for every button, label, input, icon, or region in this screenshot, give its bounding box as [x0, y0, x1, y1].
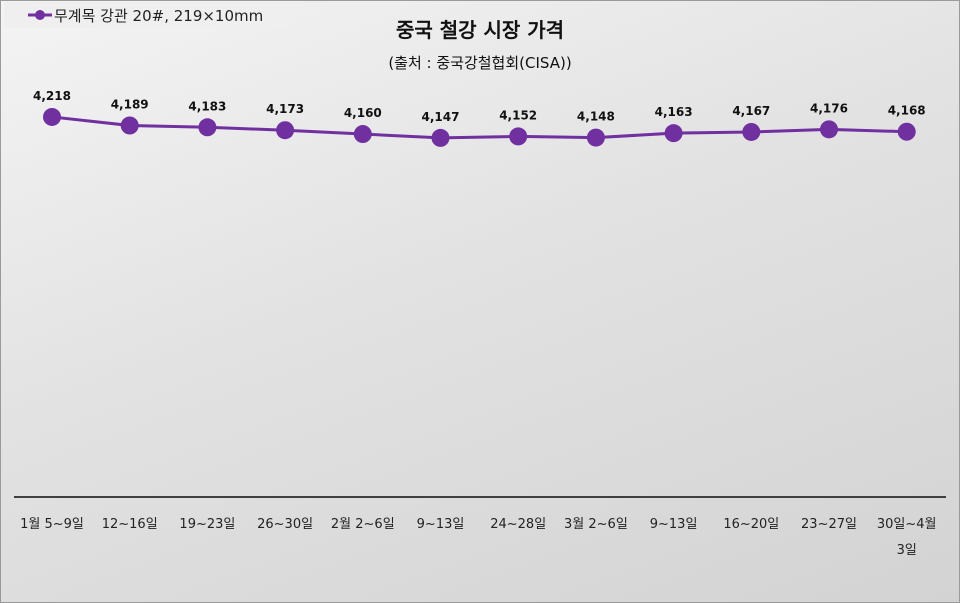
x-tick-label: 9~13일 — [417, 517, 465, 532]
x-tick-label: 16~20일 — [723, 517, 779, 532]
x-tick-label: 30일~4월 3일 — [877, 517, 937, 558]
data-label: 4,176 — [810, 101, 848, 115]
data-point — [509, 127, 528, 146]
x-tick-label: 24~28일 — [490, 517, 546, 532]
legend: 무계목 강관 20#, 219×10mm — [4, 2, 292, 28]
data-label: 4,160 — [344, 106, 382, 120]
data-point — [820, 120, 838, 139]
series-line — [51, 115, 907, 140]
data-point — [664, 124, 683, 143]
data-label: 4,148 — [577, 110, 615, 124]
legend-label: 무계목 강관 20#, 219×10mm — [54, 6, 264, 25]
x-tick-label: 3월 2~6일 — [564, 517, 628, 532]
data-label: 4,218 — [33, 89, 71, 103]
data-label: 4,168 — [888, 104, 926, 118]
data-label: 4,183 — [188, 99, 226, 113]
x-tick-label: 26~30일 — [257, 517, 313, 532]
data-point — [742, 122, 761, 141]
data-point — [43, 107, 61, 126]
x-tick-label: 23~27일 — [801, 517, 857, 532]
data-label: 4,147 — [422, 110, 460, 124]
data-point — [276, 121, 295, 140]
x-tick-label: 1월 5~9일 — [20, 517, 84, 532]
data-point — [431, 128, 450, 147]
data-label: 4,189 — [111, 97, 149, 111]
data-label: 4,152 — [499, 108, 537, 122]
x-tick-label: 9~13일 — [650, 517, 698, 532]
data-point — [198, 118, 217, 137]
data-point — [586, 128, 605, 147]
data-point — [897, 122, 916, 141]
data-label: 4,167 — [732, 104, 770, 118]
x-tick-label: 2월 2~6일 — [331, 517, 395, 532]
data-point — [120, 116, 139, 135]
x-tick-label: 19~23일 — [179, 517, 235, 532]
data-point — [353, 125, 372, 144]
x-tick-label: 12~16일 — [102, 517, 158, 532]
data-label: 4,163 — [655, 105, 693, 119]
data-label: 4,173 — [266, 102, 304, 116]
chart-subtitle: (출처 : 중국강철협회(CISA)) — [388, 54, 572, 72]
legend-marker-icon — [28, 10, 52, 20]
chart-title: 중국 철강 시장 가격 — [395, 18, 565, 42]
